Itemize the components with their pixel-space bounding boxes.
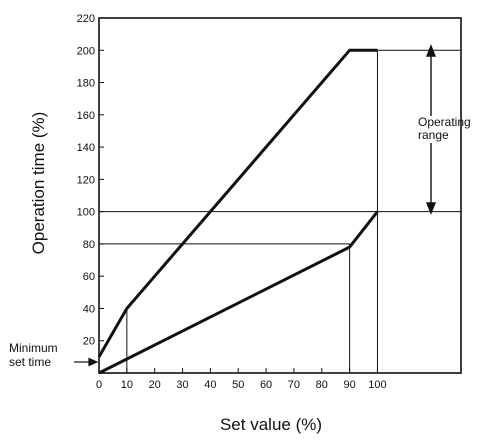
x-tick-label: 80 bbox=[316, 379, 328, 391]
operating-range-label-line2: range bbox=[418, 128, 449, 142]
x-tick-label: 40 bbox=[204, 379, 216, 391]
x-tick-label: 20 bbox=[149, 379, 161, 391]
y-tick-label: 80 bbox=[83, 239, 95, 251]
y-tick-label: 100 bbox=[77, 207, 95, 219]
minimum-set-time-label-line1: Minimum bbox=[9, 341, 58, 355]
reference-lines bbox=[99, 49, 461, 373]
x-tick-label: 100 bbox=[368, 379, 386, 391]
x-tick-label: 10 bbox=[121, 379, 133, 391]
minimum-set-time-arrow bbox=[74, 357, 99, 367]
x-axis-ticks: 0 10 20 30 40 50 60 70 80 90 100 bbox=[96, 368, 387, 391]
y-axis-label: Operation time (%) bbox=[29, 112, 48, 255]
operating-range-arrow bbox=[425, 44, 437, 215]
x-tick-label: 30 bbox=[176, 379, 188, 391]
y-tick-label: 60 bbox=[83, 271, 95, 283]
y-tick-label: 120 bbox=[77, 174, 95, 186]
x-tick-label: 70 bbox=[288, 379, 300, 391]
minimum-set-time-label-line2: set time bbox=[9, 355, 51, 369]
x-tick-label: 0 bbox=[96, 379, 102, 391]
plot-frame bbox=[98, 17, 462, 374]
x-tick-label: 50 bbox=[232, 379, 244, 391]
y-tick-label: 160 bbox=[77, 110, 95, 122]
y-tick-label: 140 bbox=[77, 142, 95, 154]
operating-range-label-line1: Operating bbox=[418, 115, 471, 129]
x-axis-label: Set value (%) bbox=[220, 415, 322, 434]
series-lines bbox=[97, 48, 379, 375]
x-tick-label: 60 bbox=[260, 379, 272, 391]
y-axis-ticks: 20 40 60 80 100 120 140 160 180 200 220 bbox=[77, 13, 104, 348]
y-tick-label: 220 bbox=[77, 13, 95, 25]
y-tick-label: 40 bbox=[83, 303, 95, 315]
y-tick-label: 180 bbox=[77, 78, 95, 90]
series-line-2 bbox=[98, 210, 379, 375]
y-tick-label: 200 bbox=[77, 45, 95, 57]
x-tick-label: 90 bbox=[343, 379, 355, 391]
series-line-1 bbox=[97, 48, 378, 358]
y-tick-label: 20 bbox=[83, 336, 95, 348]
